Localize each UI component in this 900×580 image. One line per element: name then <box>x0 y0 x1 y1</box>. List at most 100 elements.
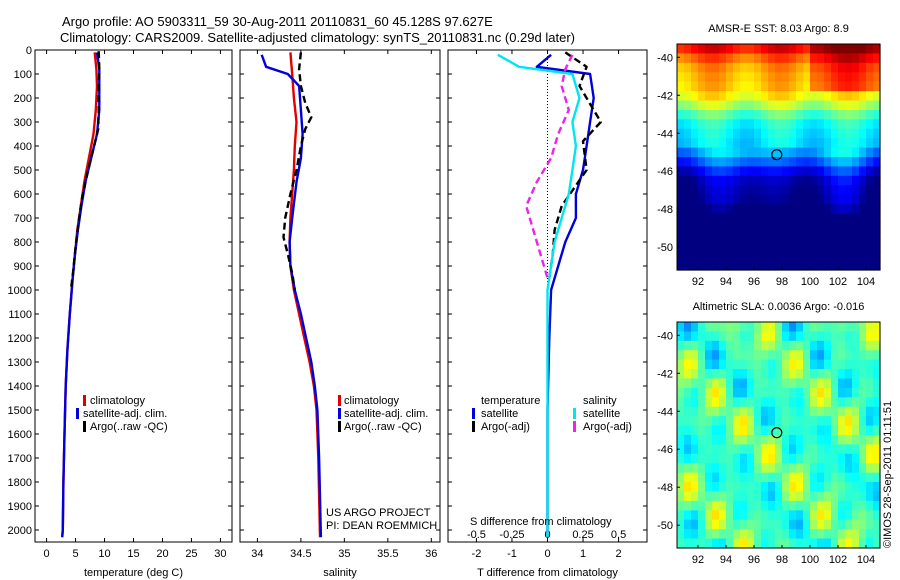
heatmap-cell <box>677 241 685 252</box>
heatmap-cell <box>859 322 867 333</box>
heatmap-cell <box>782 194 790 205</box>
heatmap-cell <box>838 109 846 120</box>
x-tick-label: 94 <box>720 276 732 288</box>
heatmap-cell <box>866 44 874 55</box>
heatmap-cell <box>873 510 881 521</box>
top-tick-label: -0.5 <box>467 529 486 541</box>
heatmap-cell <box>691 453 699 464</box>
heatmap-cell <box>852 222 860 233</box>
heatmap-cell <box>677 232 685 243</box>
heatmap-cell <box>803 204 811 215</box>
heatmap-cell <box>782 175 790 186</box>
heatmap-cell <box>754 416 762 427</box>
heatmap-cell <box>845 232 853 243</box>
heatmap-cell <box>768 331 776 342</box>
heatmap-cell <box>768 53 776 64</box>
heatmap-cell <box>740 260 748 271</box>
heatmap-cell <box>810 194 818 205</box>
heatmap-cell <box>824 128 832 139</box>
heatmap-cell <box>796 453 804 464</box>
heatmap-cell <box>796 53 804 64</box>
legend-swatch-climatology <box>83 395 86 406</box>
heatmap-cell <box>684 397 692 408</box>
heatmap-cell <box>831 482 839 493</box>
heatmap-cell <box>866 406 874 417</box>
heatmap-cell <box>796 241 804 252</box>
heatmap-cell <box>698 472 706 483</box>
series-line <box>525 54 574 279</box>
heatmap-cell <box>866 453 874 464</box>
heatmap-cell <box>761 397 769 408</box>
heatmap-cell <box>740 538 748 549</box>
heatmap-cell <box>747 359 755 370</box>
heatmap-cell <box>817 157 825 168</box>
heatmap-cell <box>824 538 832 549</box>
heatmap-cell <box>866 529 874 540</box>
heatmap-cell <box>824 72 832 83</box>
heatmap-cell <box>838 472 846 483</box>
heatmap-cell <box>677 444 685 455</box>
heatmap-cell <box>824 435 832 446</box>
heatmap-cell <box>691 369 699 380</box>
heatmap-cell <box>817 222 825 233</box>
y-tick-label: 800 <box>14 237 32 249</box>
heatmap-cell <box>747 322 755 333</box>
heatmap-cell <box>761 53 769 64</box>
heatmap-cell <box>684 62 692 73</box>
heatmap-cell <box>768 241 776 252</box>
y-tick-label: 1100 <box>8 309 32 321</box>
heatmap-cell <box>852 175 860 186</box>
heatmap-cell <box>733 185 741 196</box>
heatmap-cell <box>733 359 741 370</box>
heatmap-cell <box>796 491 804 502</box>
heatmap-cell <box>873 406 881 417</box>
heatmap-cell <box>810 53 818 64</box>
heatmap-cell <box>761 359 769 370</box>
heatmap-cell <box>852 44 860 55</box>
heatmap-cell <box>831 500 839 511</box>
heatmap-cell <box>803 232 811 243</box>
heatmap-cell <box>775 538 783 549</box>
heatmap-cell <box>845 194 853 205</box>
heatmap-cell <box>691 119 699 130</box>
heatmap-cell <box>824 213 832 224</box>
heatmap-cell <box>831 44 839 55</box>
heatmap-cell <box>740 529 748 540</box>
heatmap-cell <box>768 369 776 380</box>
heatmap-cell <box>831 81 839 92</box>
heatmap-cell <box>873 138 881 149</box>
heatmap-cell <box>866 128 874 139</box>
heatmap-cell <box>677 463 685 474</box>
heatmap-cell <box>754 232 762 243</box>
heatmap-cells <box>677 322 881 549</box>
heatmap-cell <box>726 175 734 186</box>
heatmap-cell <box>859 359 867 370</box>
heatmap-cell <box>733 482 741 493</box>
heatmap-cell <box>712 138 720 149</box>
heatmap-cell <box>705 147 713 158</box>
heatmap-cell <box>775 147 783 158</box>
heatmap-cell <box>698 175 706 186</box>
heatmap-cell <box>768 128 776 139</box>
heatmap-cell <box>852 213 860 224</box>
heatmap-cell <box>747 100 755 111</box>
heatmap-cell <box>803 519 811 530</box>
heatmap-cell <box>789 519 797 530</box>
heatmap-cell <box>866 53 874 64</box>
heatmap-cell <box>838 340 846 351</box>
heatmap-cell <box>719 406 727 417</box>
heatmap-cell <box>803 213 811 224</box>
heatmap-cell <box>803 194 811 205</box>
heatmap-cell <box>705 204 713 215</box>
y-tick-label: -40 <box>657 52 673 64</box>
heatmap-cell <box>817 463 825 474</box>
heatmap-cell <box>712 157 720 168</box>
heatmap-cell <box>677 204 685 215</box>
heatmap-cell <box>677 81 685 92</box>
heatmap-cell <box>719 387 727 398</box>
heatmap-cell <box>789 222 797 233</box>
heatmap-cell <box>845 435 853 446</box>
heatmap-cell <box>761 119 769 130</box>
heatmap-cell <box>803 260 811 271</box>
